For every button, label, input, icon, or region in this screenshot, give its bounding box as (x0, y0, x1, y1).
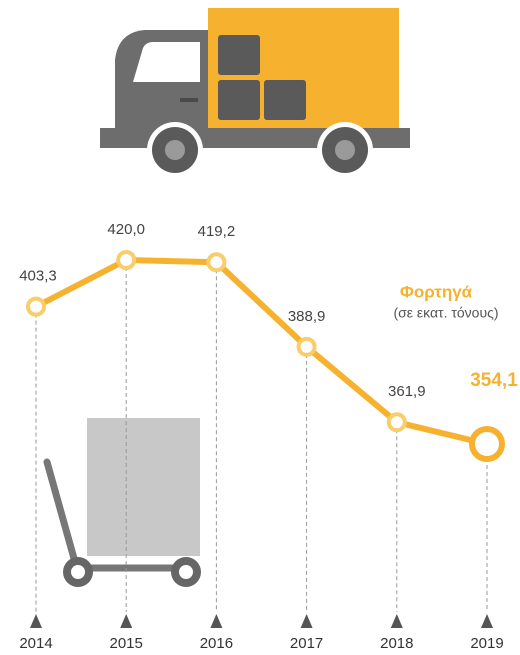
line (34, 257, 488, 447)
data-label: 403,3 (19, 268, 57, 285)
data-label: 361,9 (388, 383, 426, 400)
point (469, 426, 505, 462)
x-tick-label: 2016 (200, 635, 233, 652)
chart-subtitle: (σε εκατ. τόνους) (393, 305, 498, 321)
year-marker (30, 614, 42, 628)
data-label: 420,0 (107, 221, 145, 238)
x-tick-label: 2014 (19, 635, 52, 652)
truck-illustration (100, 8, 410, 178)
point (296, 336, 317, 357)
cart-illustration (43, 418, 201, 587)
x-tick-label: 2017 (290, 635, 323, 652)
point (116, 250, 137, 270)
point (206, 252, 227, 273)
point (386, 412, 407, 433)
year-marker (120, 614, 133, 628)
year-marker (481, 614, 493, 628)
point (26, 296, 46, 317)
data-label: 419,2 (198, 223, 236, 240)
x-tick-label: 2015 (110, 635, 143, 652)
data-label: 354,1 (470, 370, 518, 391)
year-marker (390, 614, 403, 628)
x-tick-label: 2019 (470, 635, 503, 652)
data-label: 388,9 (288, 308, 326, 325)
chart-title: Φορτηγά (400, 282, 473, 301)
year-marker (300, 614, 313, 628)
x-tick-label: 2018 (380, 635, 413, 652)
year-marker (210, 614, 223, 628)
